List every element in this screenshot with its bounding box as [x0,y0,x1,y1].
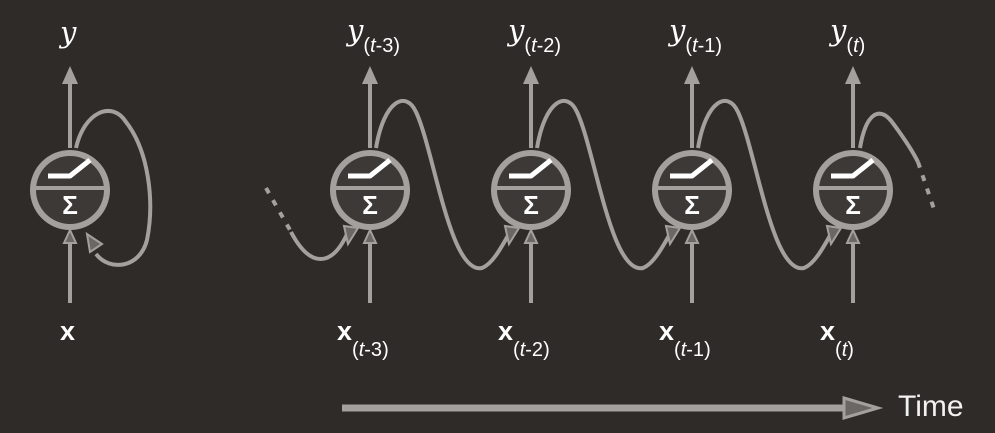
arrow-head-icon [362,227,378,244]
recurrent-wave-connection [289,99,894,271]
continuation-dots-left [264,187,292,231]
svg-text:Σ: Σ [62,190,78,220]
timestep-neuron-group: Σ [491,66,571,303]
timestep-input-label: x(t-2) [498,316,550,361]
arrow-head-icon [523,66,539,84]
svg-text:Σ: Σ [845,190,861,220]
recurrent-loop-connection [74,109,153,267]
arrow-head-icon [503,224,521,247]
timestep-neuron-group: Σ [330,66,410,303]
arrow-head-icon [664,224,682,247]
continuation-dots-right [916,161,938,216]
timestep-output-label: y(t) [830,13,866,57]
neuron-sum-step-icon: Σ [813,150,893,230]
folded-input-label: x [60,316,76,346]
timestep-neuron-group: Σ [652,66,732,303]
timestep-output-label: y(t-2) [508,13,562,57]
arrow-head-icon [85,231,104,254]
neuron-sum-step-icon: Σ [491,150,571,230]
svg-text:Σ: Σ [523,190,539,220]
timestep-input-label: x(t-3) [337,316,389,361]
arrow-head-icon [845,227,861,244]
arrow-head-icon [684,227,700,244]
time-axis [342,395,884,421]
arrow-head-icon [342,224,360,247]
timestep-neuron-group: Σ [813,66,893,303]
arrow-head-icon [62,227,78,244]
time-label: Time [898,390,964,423]
neuron-sum-step-icon: Σ [652,150,732,230]
timestep-output-label: y(t-1) [669,13,723,57]
neuron-sum-step-icon: Σ [330,150,410,230]
arrow-head-icon [842,395,884,421]
arrow-head-icon [845,66,861,84]
timestep-input-label: x(t-1) [659,316,711,361]
arrow-head-icon [684,66,700,84]
svg-text:Σ: Σ [362,190,378,220]
folded-output-label: y [60,15,77,49]
recurrent-wave-connection-tail [890,120,920,163]
arrow-head-icon [523,227,539,244]
arrow-head-icon [62,66,78,84]
folded-neuron-group: Σ [30,66,153,303]
arrow-head-icon [362,66,378,84]
timestep-output-label: y(t-3) [347,13,401,57]
timestep-input-label: x(t) [820,316,854,361]
neuron-sum-step-icon: Σ [30,150,110,230]
arrow-head-icon [825,224,843,247]
svg-text:Σ: Σ [684,190,700,220]
